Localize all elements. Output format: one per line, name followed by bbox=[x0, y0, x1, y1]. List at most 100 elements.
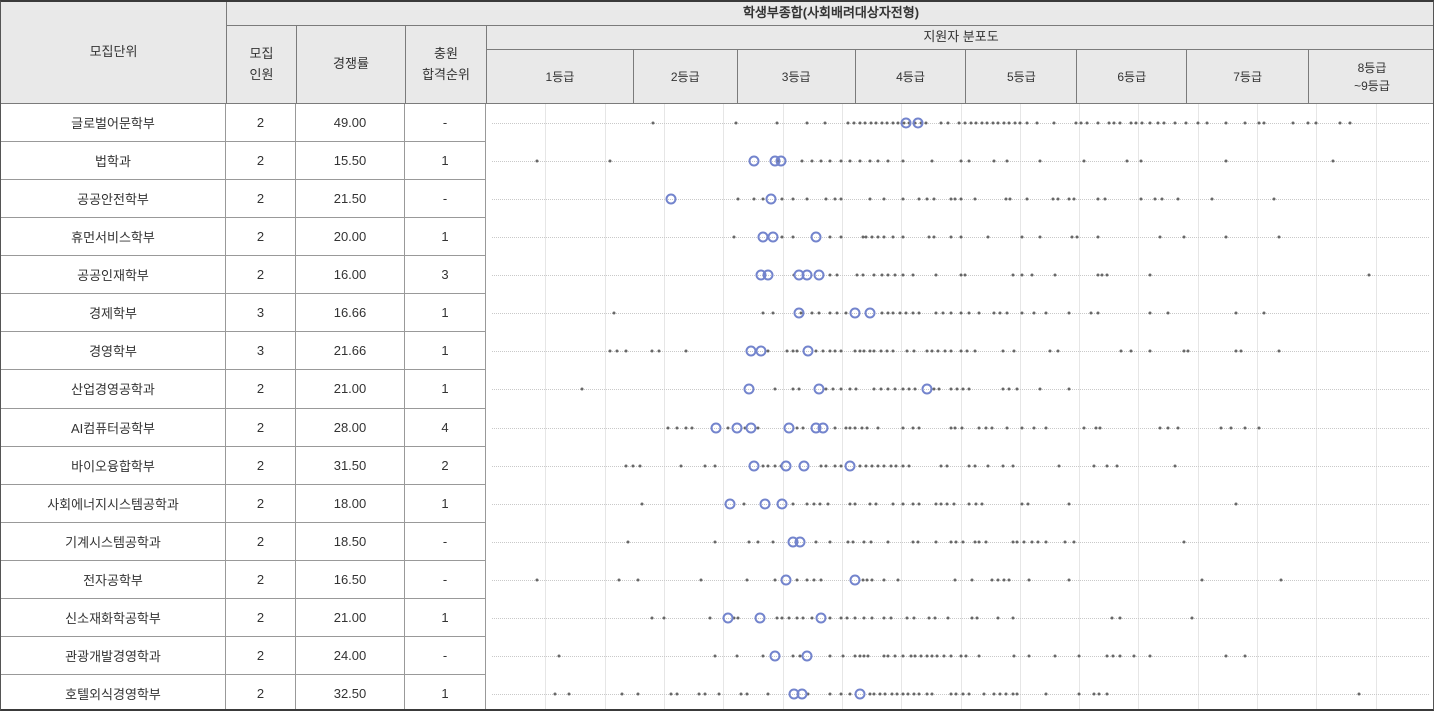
applicant-dot bbox=[1262, 121, 1266, 125]
applicant-dot bbox=[1132, 654, 1136, 658]
applicant-dot bbox=[828, 654, 832, 658]
applicant-dot bbox=[935, 654, 939, 658]
strip-baseline bbox=[492, 579, 1429, 581]
applicant-dot bbox=[612, 311, 616, 315]
admitted-circle bbox=[765, 193, 777, 205]
applicant-dot bbox=[874, 121, 878, 125]
applicant-dot bbox=[891, 235, 895, 239]
applicant-dot bbox=[766, 349, 770, 353]
applicant-dot bbox=[745, 578, 749, 582]
applicant-dot bbox=[862, 654, 866, 658]
applicant-dot bbox=[1001, 464, 1005, 468]
table-row: 기계시스템공학과 2 18.50- bbox=[1, 522, 487, 561]
ratio-cell: 15.50 bbox=[296, 142, 405, 181]
applicant-dot bbox=[833, 349, 837, 353]
applicant-dot bbox=[1056, 349, 1060, 353]
applicant-dot bbox=[835, 273, 839, 277]
applicant-dot bbox=[880, 121, 884, 125]
admitted-circle bbox=[793, 307, 805, 319]
applicant-dot bbox=[1184, 121, 1188, 125]
waitlist-rank-cell: - bbox=[405, 522, 486, 561]
applicant-dot bbox=[980, 502, 984, 506]
distribution-strip bbox=[486, 523, 1433, 561]
applicant-dot bbox=[891, 502, 895, 506]
applicant-dot bbox=[893, 387, 897, 391]
applicant-dot bbox=[1148, 121, 1152, 125]
distribution-strip bbox=[486, 294, 1433, 332]
applicant-dot bbox=[839, 387, 843, 391]
applicant-dot bbox=[901, 273, 905, 277]
applicant-dot bbox=[640, 502, 644, 506]
applicant-dot bbox=[1097, 692, 1101, 696]
applicant-dot bbox=[893, 273, 897, 277]
applicant-dot bbox=[1257, 426, 1261, 430]
applicant-dot bbox=[959, 654, 963, 658]
applicant-dot bbox=[752, 197, 756, 201]
applicant-dot bbox=[973, 197, 977, 201]
applicant-dot bbox=[1067, 197, 1071, 201]
admitted-circle bbox=[780, 574, 792, 586]
applicant-dot bbox=[990, 426, 994, 430]
applicant-dot bbox=[942, 654, 946, 658]
quota-cell: 2 bbox=[226, 218, 296, 257]
applicant-dot bbox=[1020, 311, 1024, 315]
applicant-dot bbox=[911, 273, 915, 277]
applicant-dot bbox=[862, 616, 866, 620]
applicant-dot bbox=[1148, 654, 1152, 658]
unit-cell: 글로벌어문학부 bbox=[1, 104, 226, 143]
applicant-dot bbox=[1176, 197, 1180, 201]
applicant-dot bbox=[960, 426, 964, 430]
applicant-dot bbox=[828, 692, 832, 696]
applicant-dot bbox=[1166, 426, 1170, 430]
applicant-dot bbox=[1053, 273, 1057, 277]
strip-baseline bbox=[492, 503, 1429, 505]
applicant-dot bbox=[1243, 426, 1247, 430]
applicant-dot bbox=[963, 273, 967, 277]
applicant-dot bbox=[1082, 159, 1086, 163]
applicant-dot bbox=[1044, 426, 1048, 430]
applicant-dot bbox=[986, 464, 990, 468]
admitted-circle bbox=[748, 155, 760, 167]
applicant-dot bbox=[819, 464, 823, 468]
applicant-dot bbox=[1112, 121, 1116, 125]
admitted-circle bbox=[783, 422, 795, 434]
applicant-dot bbox=[1011, 464, 1015, 468]
applicant-dot bbox=[949, 654, 953, 658]
admitted-circle bbox=[798, 460, 810, 472]
applicant-dot bbox=[1182, 349, 1186, 353]
applicant-dot bbox=[812, 578, 816, 582]
applicant-dot bbox=[917, 426, 921, 430]
applicant-dot bbox=[901, 464, 905, 468]
applicant-dot bbox=[977, 654, 981, 658]
applicant-dot bbox=[953, 578, 957, 582]
applicant-dot bbox=[876, 464, 880, 468]
applicant-dot bbox=[703, 692, 707, 696]
waitlist-rank-cell: 1 bbox=[405, 674, 486, 709]
unit-cell: 바이오융합학부 bbox=[1, 446, 226, 485]
applicant-dot bbox=[732, 616, 736, 620]
applicant-dot bbox=[1032, 426, 1036, 430]
applicant-dot bbox=[901, 235, 905, 239]
applicant-dot bbox=[937, 387, 941, 391]
applicant-dot bbox=[1032, 311, 1036, 315]
applicant-dot bbox=[651, 121, 655, 125]
applicant-dot bbox=[761, 464, 765, 468]
table-row: 휴먼서비스학부 2 20.00 1 bbox=[1, 218, 487, 257]
applicant-dot bbox=[1067, 502, 1071, 506]
applicant-dot bbox=[735, 654, 739, 658]
applicant-dot bbox=[828, 349, 832, 353]
admitted-circle bbox=[921, 383, 933, 395]
applicant-dot bbox=[949, 692, 953, 696]
applicant-dot bbox=[1367, 273, 1371, 277]
distribution-plot bbox=[486, 104, 1433, 709]
applicant-dot bbox=[905, 616, 909, 620]
applicant-dot bbox=[801, 616, 805, 620]
applicant-dot bbox=[833, 197, 837, 201]
applicant-dot bbox=[1115, 464, 1119, 468]
unit-cell: 전자공학부 bbox=[1, 560, 226, 599]
strip-baseline bbox=[492, 693, 1429, 695]
applicant-dot bbox=[1219, 426, 1223, 430]
applicant-dot bbox=[973, 464, 977, 468]
applicant-dot bbox=[863, 121, 867, 125]
applicant-dot bbox=[824, 464, 828, 468]
